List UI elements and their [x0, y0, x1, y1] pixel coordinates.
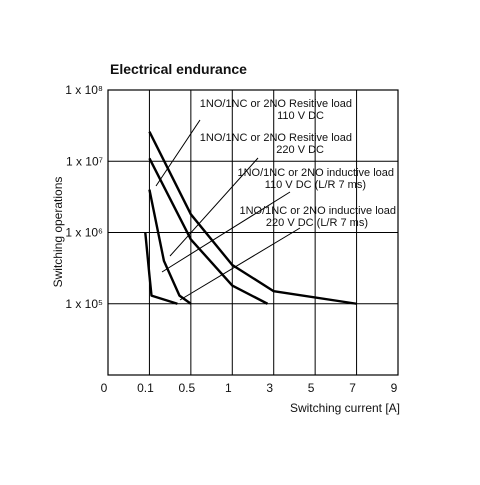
leader-line [155, 119, 201, 187]
x-axis-label: Switching current [A] [290, 401, 400, 415]
x-tick-label: 0 [101, 381, 108, 395]
annotation: 110 V DC [277, 110, 324, 122]
annotation: 1NO/1NC or 2NO Resitive load [200, 98, 352, 110]
y-tick-label: 1 x 10⁸ [65, 83, 103, 97]
annotation: 220 V DC [276, 144, 324, 156]
y-tick-label: 1 x 10⁷ [66, 154, 103, 168]
leader-line [179, 227, 301, 301]
x-tick-label: 7 [349, 381, 356, 395]
y-tick-label: 1 x 10⁵ [65, 297, 103, 311]
x-tick-label: 3 [266, 381, 273, 395]
leader-line [169, 157, 259, 257]
y-tick-label: 1 x 10⁶ [65, 226, 103, 240]
x-tick-label: 5 [308, 381, 315, 395]
x-tick-label: 1 [225, 381, 232, 395]
annotation: 1NO/1NC or 2NO Resitive load [200, 132, 352, 144]
chart-title: Electrical endurance [110, 61, 247, 77]
y-axis-label: Switching operations [51, 177, 65, 288]
curve [148, 131, 357, 305]
x-tick-label: 9 [391, 381, 398, 395]
x-tick-label: 0.5 [179, 381, 196, 395]
curve [148, 189, 192, 305]
x-tick-label: 0.1 [137, 381, 154, 395]
curve [144, 232, 178, 305]
annotation: 1NO/1NC or 2NO inductive load [239, 205, 396, 217]
annotation: 1NO/1NC or 2NO inductive load [237, 167, 394, 179]
curve [148, 157, 269, 305]
annotation: 220 V DC (L/R 7 ms) [266, 217, 368, 229]
